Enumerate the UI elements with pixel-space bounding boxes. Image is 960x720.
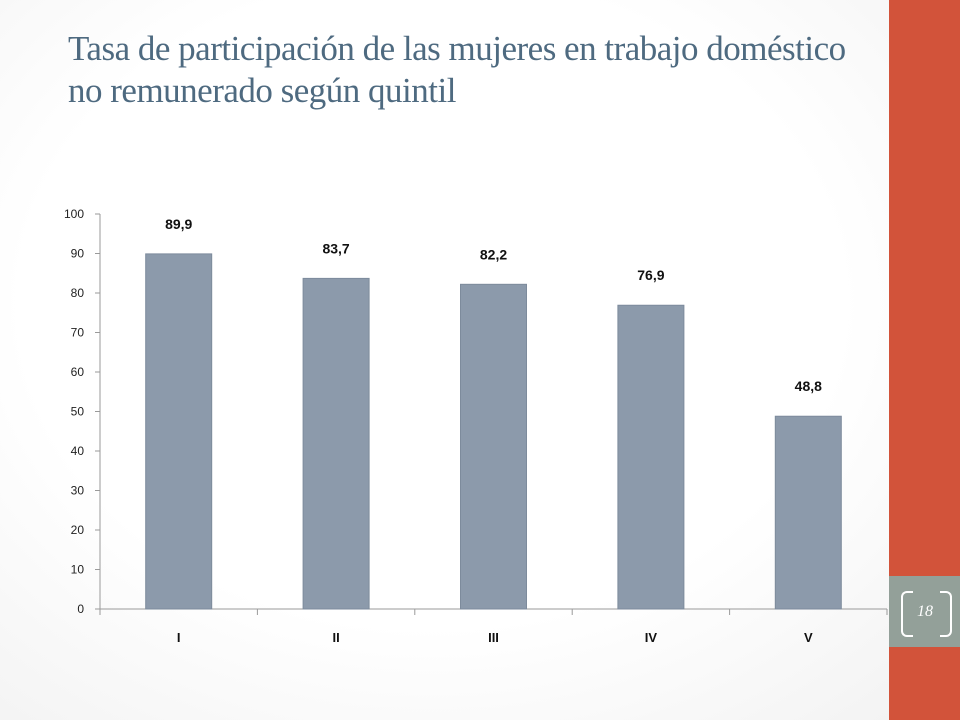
data-label-II: 83,7 [322,240,349,256]
bar-IV [617,304,685,610]
y-tick-label: 90 [71,247,85,261]
category-label-V: V [804,630,813,645]
category-label-II: II [332,630,339,645]
data-label-IV: 76,9 [637,267,664,283]
y-tick-label: 60 [71,365,85,379]
y-tick-label: 0 [77,602,84,616]
page-number-bracket-left [901,591,913,637]
y-tick-label: 20 [71,523,85,537]
data-label-III: 82,2 [480,246,507,262]
bars [145,253,842,610]
bar-I [145,253,213,610]
y-tick-label: 40 [71,444,85,458]
page-number: 18 [917,603,933,620]
y-tick-label: 10 [71,563,85,577]
data-labels: 89,9 83,7 82,2 76,9 48,8 [165,216,822,394]
data-label-V: 48,8 [795,378,822,394]
bar-V [774,415,842,610]
y-tick-label: 30 [71,484,85,498]
y-tick-label: 80 [71,286,85,300]
y-axis: 0 10 20 30 40 50 60 70 80 90 100 [64,207,101,616]
category-label-IV: IV [645,630,658,645]
data-label-I: 89,9 [165,216,192,232]
bar-III [460,283,527,610]
slide-title: Tasa de participación de las mujeres en … [68,29,846,110]
y-tick-label: 50 [71,405,85,419]
y-tick-label: 100 [64,207,84,221]
bar-II [302,277,370,610]
x-axis: I II III IV V [99,608,888,645]
category-label-I: I [177,630,181,645]
page-number-bracket-right [940,591,952,637]
y-tick-label: 70 [71,326,85,340]
category-label-III: III [488,630,499,645]
